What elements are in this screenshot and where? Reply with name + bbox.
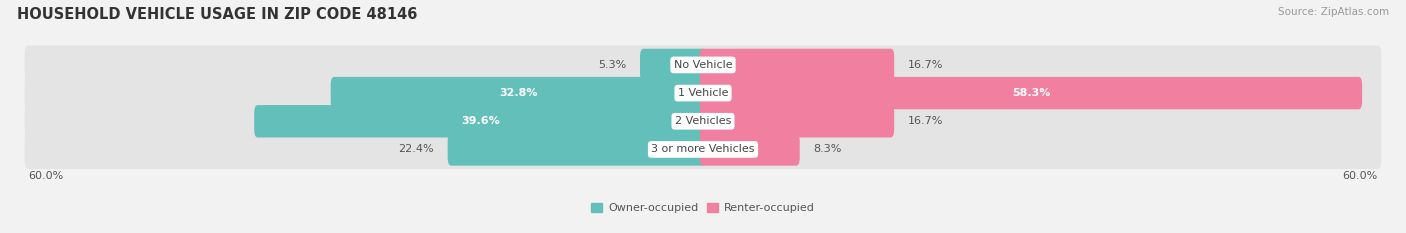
Text: 60.0%: 60.0% [1343,171,1378,182]
FancyBboxPatch shape [700,105,894,137]
FancyBboxPatch shape [254,105,706,137]
Text: 60.0%: 60.0% [28,171,63,182]
Text: 16.7%: 16.7% [908,60,943,70]
Text: 32.8%: 32.8% [499,88,537,98]
FancyBboxPatch shape [700,77,1362,109]
FancyBboxPatch shape [447,133,706,166]
Legend: Owner-occupied, Renter-occupied: Owner-occupied, Renter-occupied [586,199,820,218]
Text: 8.3%: 8.3% [813,144,842,154]
Text: 2 Vehicles: 2 Vehicles [675,116,731,126]
Text: 39.6%: 39.6% [461,116,499,126]
Text: No Vehicle: No Vehicle [673,60,733,70]
Text: HOUSEHOLD VEHICLE USAGE IN ZIP CODE 48146: HOUSEHOLD VEHICLE USAGE IN ZIP CODE 4814… [17,7,418,22]
Text: 3 or more Vehicles: 3 or more Vehicles [651,144,755,154]
FancyBboxPatch shape [640,49,706,81]
Text: 5.3%: 5.3% [599,60,627,70]
FancyBboxPatch shape [700,133,800,166]
FancyBboxPatch shape [25,45,1381,84]
FancyBboxPatch shape [25,102,1381,141]
FancyBboxPatch shape [330,77,706,109]
Text: 1 Vehicle: 1 Vehicle [678,88,728,98]
FancyBboxPatch shape [25,130,1381,169]
Text: Source: ZipAtlas.com: Source: ZipAtlas.com [1278,7,1389,17]
Text: 22.4%: 22.4% [398,144,434,154]
Text: 16.7%: 16.7% [908,116,943,126]
FancyBboxPatch shape [25,74,1381,113]
FancyBboxPatch shape [700,49,894,81]
Text: 58.3%: 58.3% [1012,88,1050,98]
